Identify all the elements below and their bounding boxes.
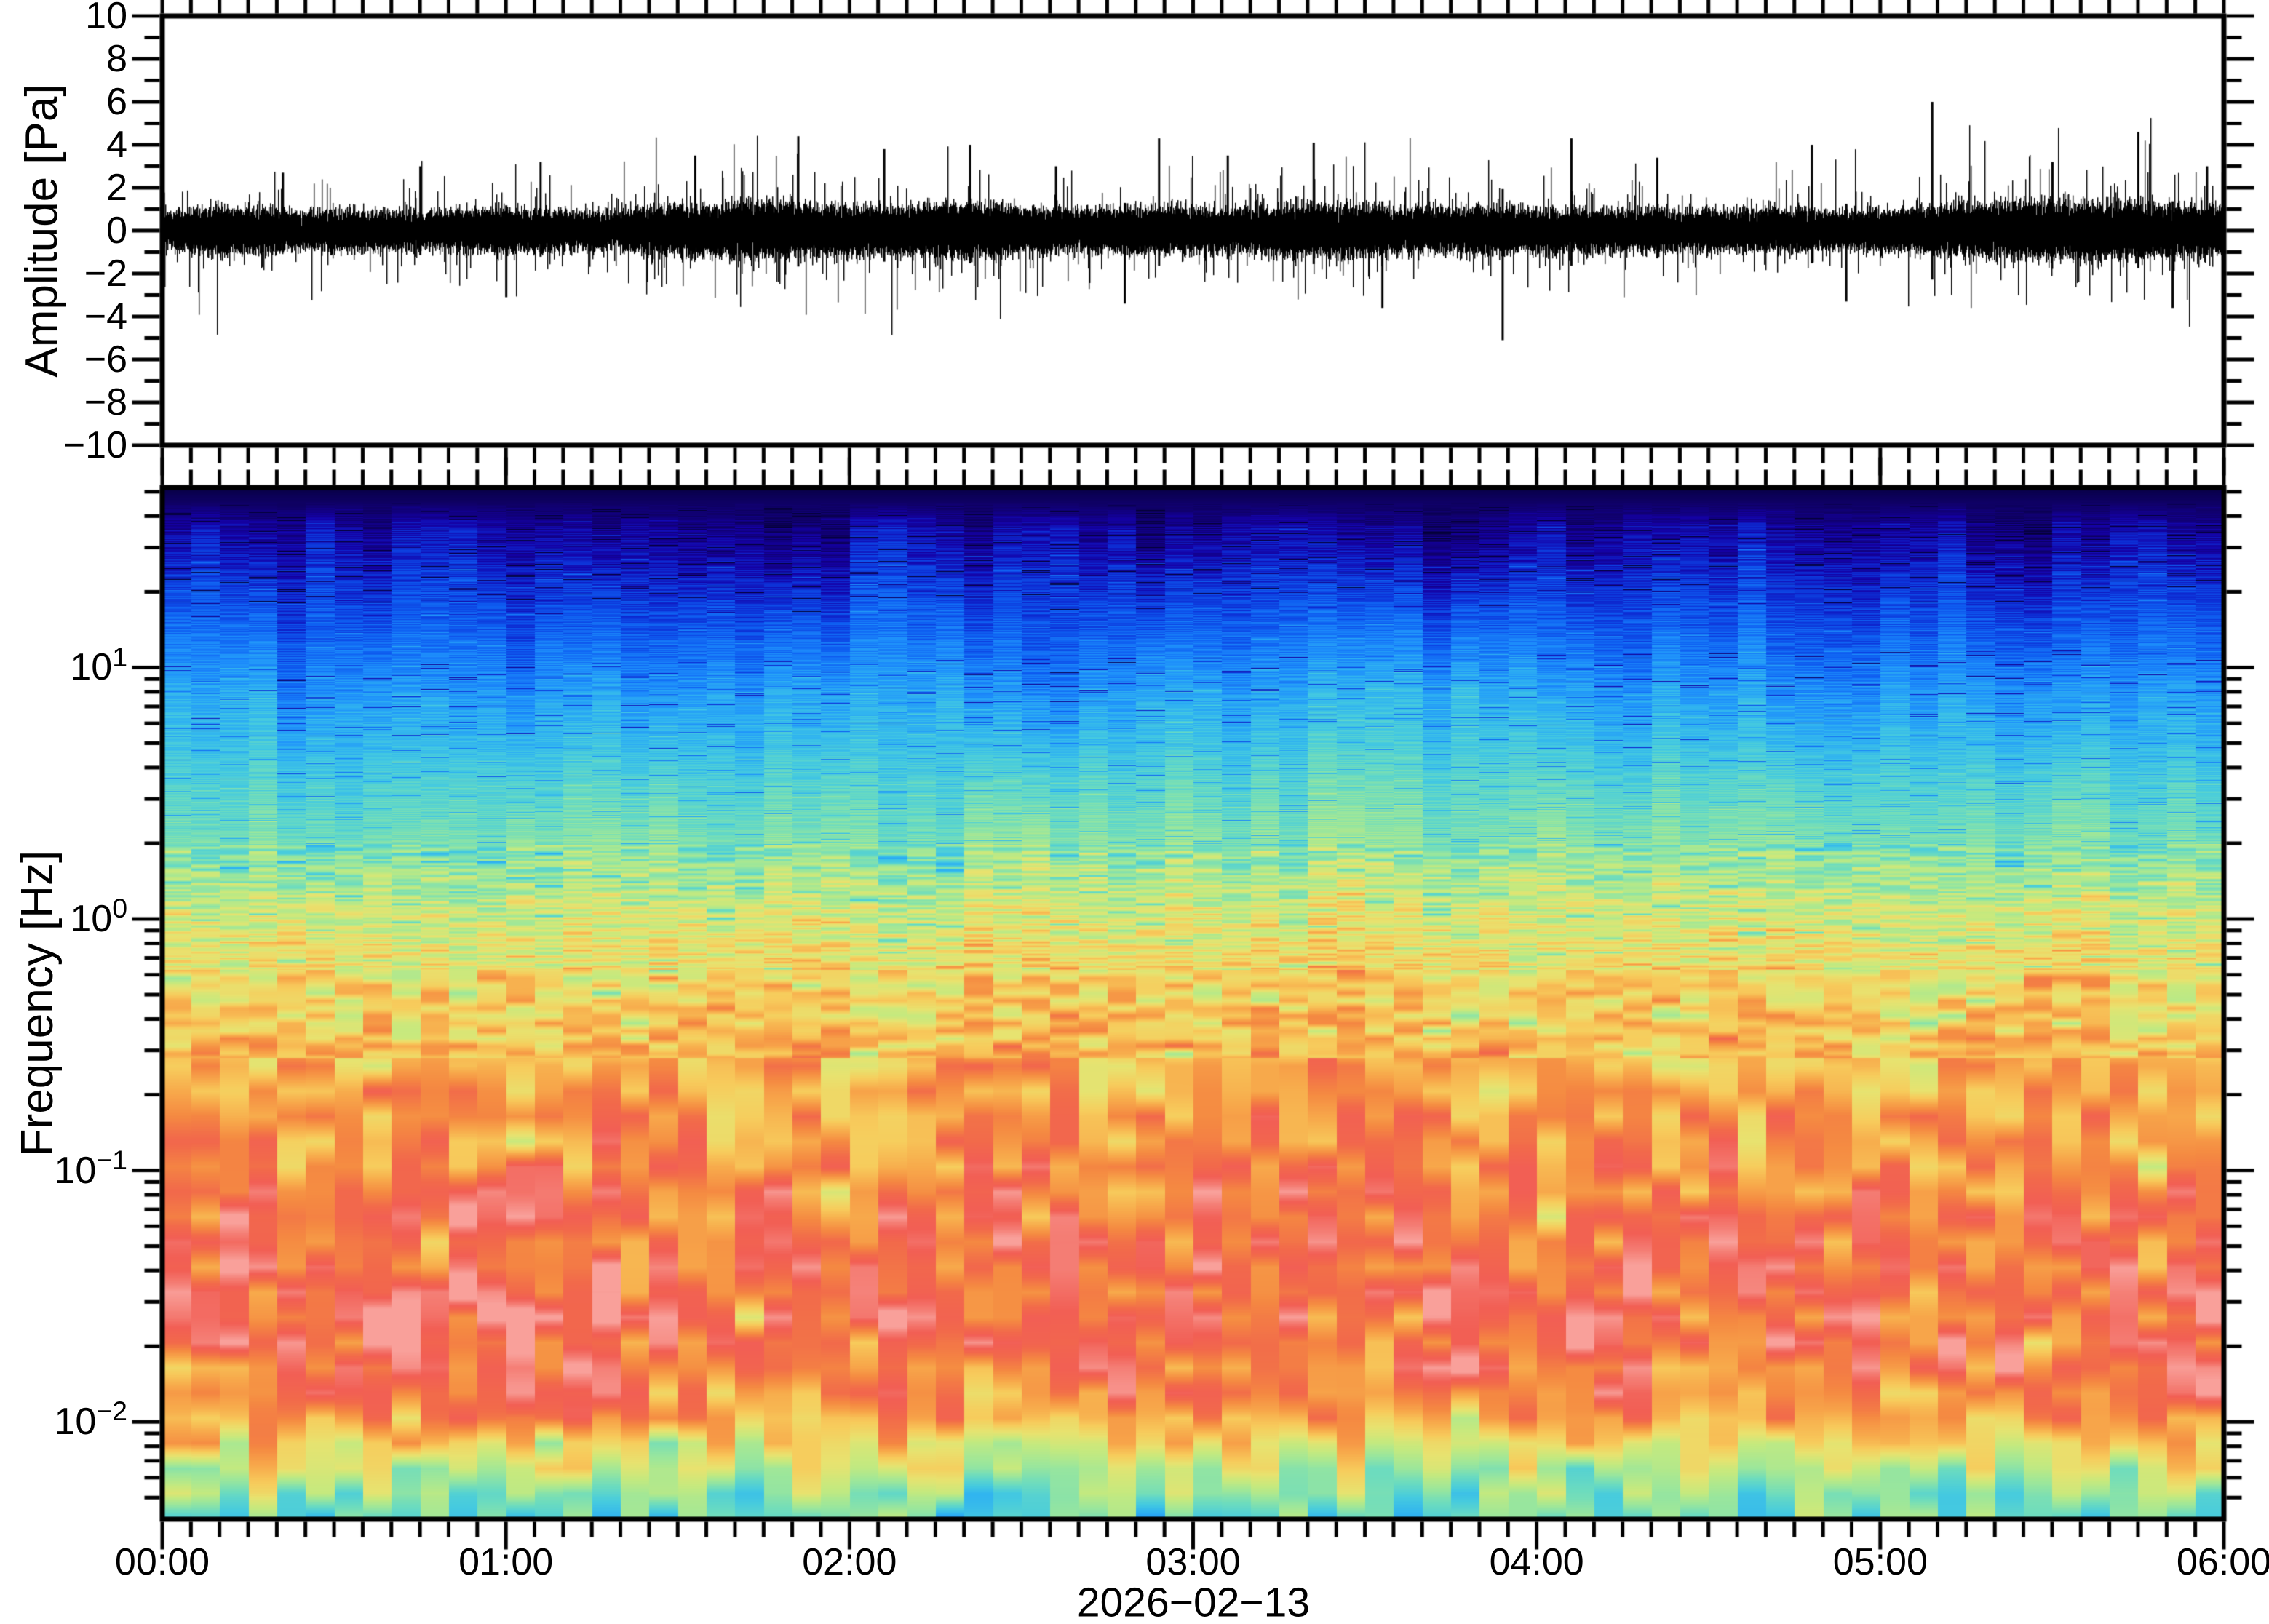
date-label: 2026−02−13: [1076, 1579, 1311, 1624]
time-tick-label: 05:00: [1832, 1541, 1928, 1583]
amplitude-tick-label: −8: [84, 381, 127, 423]
frequency-tick-label: 10−1: [54, 1144, 127, 1192]
time-tick-label: 04:00: [1489, 1541, 1584, 1583]
frequency-tick-label: 10−2: [54, 1396, 127, 1444]
time-tick-label: 01:00: [458, 1541, 554, 1583]
frequency-tick-label: 100: [70, 893, 127, 941]
amplitude-tick-label: −2: [84, 252, 127, 295]
frequency-axis-title: Frequency [Hz]: [12, 850, 63, 1157]
time-tick-label: 02:00: [802, 1541, 897, 1583]
amplitude-tick-label: 0: [106, 210, 127, 252]
amplitude-tick-label: 6: [106, 81, 127, 123]
time-tick-label: 00:00: [114, 1541, 210, 1583]
amplitude-tick-label: −4: [84, 295, 127, 338]
amplitude-tick-label: 2: [106, 167, 127, 209]
time-tick-label: 03:00: [1145, 1541, 1241, 1583]
frequency-tick-label: 101: [70, 641, 127, 689]
time-tick-label: 06:00: [2176, 1541, 2269, 1583]
amplitude-tick-label: −10: [63, 424, 127, 466]
amplitude-axis-title: Amplitude [Pa]: [17, 84, 67, 378]
amplitude-tick-label: 10: [85, 0, 127, 37]
amplitude-tick-label: 8: [106, 38, 127, 80]
amplitude-tick-label: −6: [84, 338, 127, 381]
amplitude-tick-label: 4: [106, 124, 127, 166]
